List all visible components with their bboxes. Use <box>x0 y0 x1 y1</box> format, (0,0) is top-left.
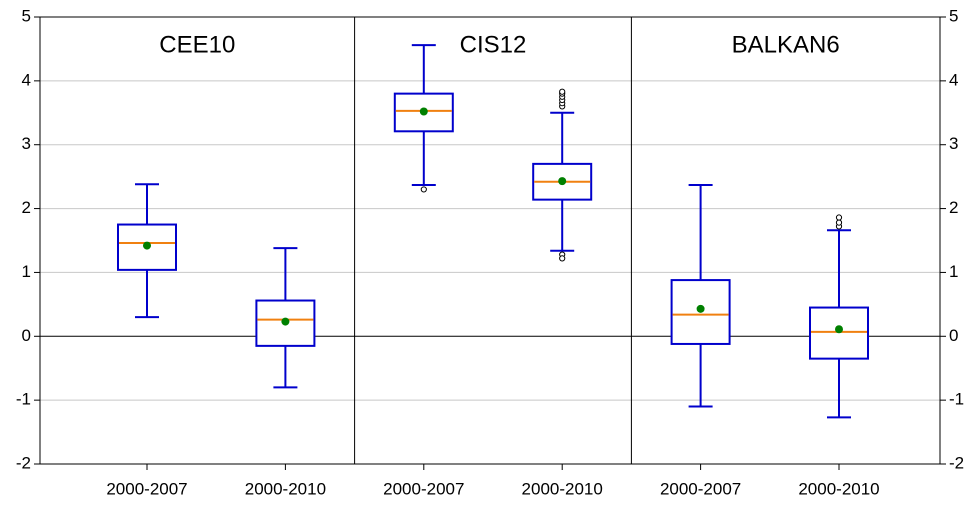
y-tick-label: 3 <box>22 134 31 153</box>
y-tick-label: 4 <box>22 70 31 89</box>
plot-frame <box>39 16 941 465</box>
y-tick-label: -1 <box>16 390 31 409</box>
mean <box>835 325 843 334</box>
x-tick-label: 2000-2010 <box>798 479 879 498</box>
outlier <box>835 219 843 226</box>
outlier <box>559 88 566 95</box>
group-label: CIS12 <box>460 31 527 58</box>
outlier <box>835 214 843 221</box>
mean <box>419 107 428 116</box>
outlier <box>559 255 566 262</box>
mean <box>281 317 290 326</box>
y-tick-label: -2 <box>16 453 31 472</box>
x-tick-label: 2000-2007 <box>383 479 464 498</box>
group-label: CEE10 <box>159 31 235 58</box>
y-tick-label: 2 <box>22 198 31 217</box>
y-tick-label: 1 <box>22 262 31 281</box>
x-tick-label: 2000-2007 <box>106 479 187 498</box>
y2-tick-label: 0 <box>949 326 958 345</box>
mean <box>696 304 705 313</box>
y2-tick-label: 4 <box>949 70 958 89</box>
x-tick-label: 2000-2010 <box>245 479 326 498</box>
y-tick-label: 5 <box>22 6 31 25</box>
mean <box>143 241 151 250</box>
y2-tick-label: 5 <box>949 6 958 25</box>
y-tick-label: 0 <box>22 326 31 345</box>
box <box>255 299 316 347</box>
y2-tick-label: 2 <box>949 198 958 217</box>
y2-tick-label: 3 <box>949 134 958 153</box>
y2-tick-label: -1 <box>949 390 964 409</box>
y2-tick-label: 1 <box>949 262 958 281</box>
x-tick-label: 2000-2010 <box>522 479 603 498</box>
outlier <box>420 186 427 193</box>
y2-tick-label: -2 <box>949 453 964 472</box>
group-label: BALKAN6 <box>732 31 840 58</box>
x-tick-label: 2000-2007 <box>660 479 741 498</box>
mean <box>558 177 567 186</box>
